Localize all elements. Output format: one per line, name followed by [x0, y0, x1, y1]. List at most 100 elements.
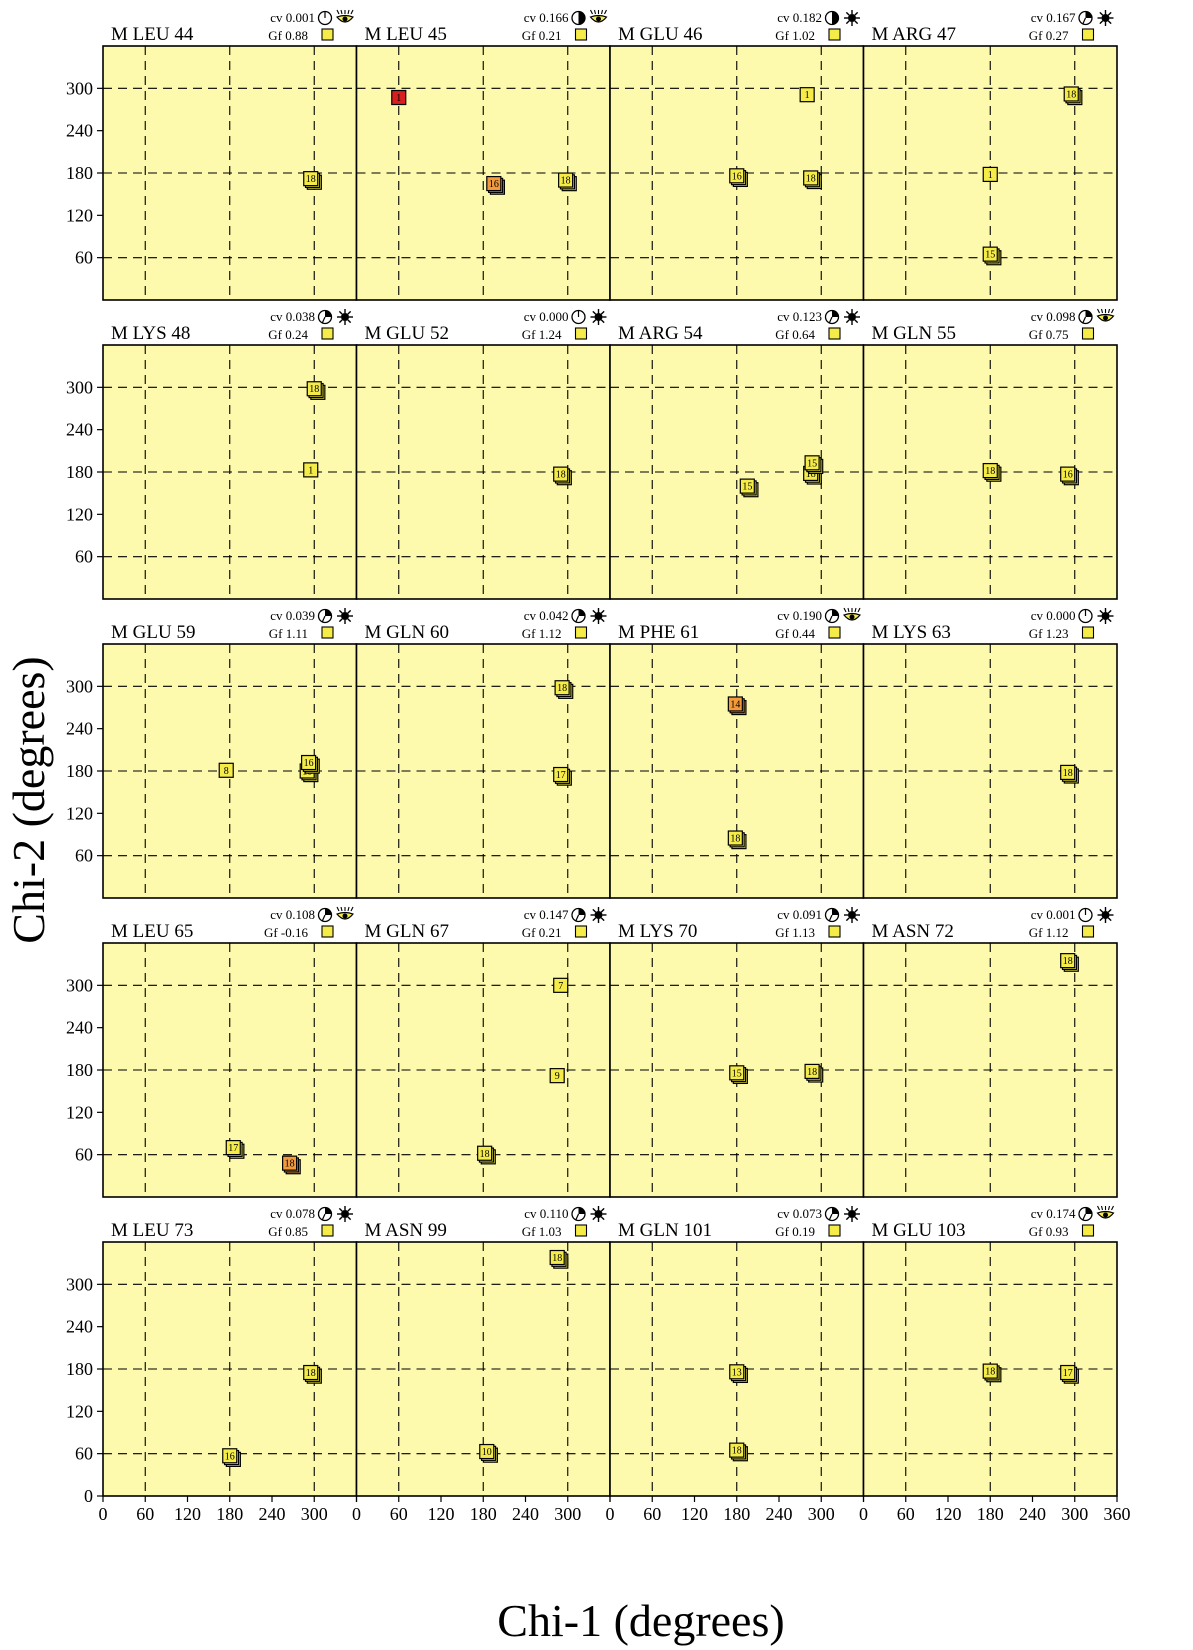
panel-title: M LYS 70: [618, 921, 697, 942]
eye-lash-icon: [593, 9, 597, 15]
panel: 18 M ASN 72 cv 0.001 Gf 1.12: [862, 907, 1118, 1198]
x-tick-label: 120: [428, 1504, 455, 1524]
x-tick-label: 60: [136, 1504, 154, 1524]
point-label: 18: [807, 1067, 817, 1078]
sun-ray-icon: [338, 310, 343, 315]
gf-swatch: [1081, 327, 1095, 340]
sun-icon: [341, 313, 349, 321]
clock-hand-icon: [1082, 316, 1087, 323]
data-point: 18: [549, 1249, 569, 1269]
panel-title: M GLN 60: [365, 622, 449, 643]
data-point: 18: [803, 170, 822, 190]
data-point: 18: [1060, 764, 1079, 784]
sun-ray-icon: [592, 310, 597, 315]
eye-pupil-icon: [1103, 315, 1108, 321]
gf-swatch: [1081, 626, 1095, 639]
y-tick-label: 120: [66, 205, 93, 225]
y-tick-label: 300: [66, 377, 93, 397]
clock-hand-icon: [575, 914, 580, 921]
point-marker: [804, 1063, 820, 1080]
panel-title: M LEU 65: [111, 921, 193, 942]
point-marker: [1060, 764, 1076, 781]
panel-gf-value: Gf 0.44: [775, 626, 815, 641]
point-label: 17: [228, 1143, 238, 1154]
point-label: 15: [732, 1068, 742, 1079]
y-tick-label: 60: [75, 846, 93, 866]
x-tick-label: 300: [554, 1504, 581, 1524]
sun-ray-icon: [1107, 11, 1112, 16]
data-point: 15: [982, 246, 1002, 266]
data-point: 1: [799, 87, 815, 103]
data-point: 16: [729, 168, 748, 188]
y-axis-label: Chi-2 (degrees): [3, 656, 54, 943]
y-tick-label: 240: [66, 420, 93, 440]
data-point: 18: [558, 172, 577, 192]
sun-ray-icon: [592, 609, 597, 614]
clock-fill-icon: [325, 908, 332, 915]
sun-ray-icon: [845, 11, 850, 16]
panel-gf-value: Gf 1.13: [775, 925, 815, 940]
sun-ray-icon: [600, 917, 605, 922]
data-point: 8: [218, 762, 234, 778]
sun-ray-icon: [600, 310, 605, 315]
panel-cv-value: cv 0.001: [270, 10, 315, 25]
sun-icon: [848, 911, 856, 919]
gf-swatch: [574, 28, 588, 41]
panel-gf-value: Gf 0.75: [1029, 327, 1069, 342]
point-label: 17: [556, 770, 566, 781]
eye-lash-icon: [340, 9, 343, 15]
sun-icon: [594, 612, 603, 620]
point-label: 15: [742, 482, 752, 493]
panel-cv-value: cv 0.042: [524, 608, 569, 623]
point-label: 18: [306, 174, 316, 185]
sun-ray-icon: [854, 917, 859, 922]
sun-icon: [594, 313, 603, 321]
sun-ray-icon: [845, 20, 850, 25]
panel-cv-value: cv 0.039: [270, 608, 315, 623]
point-label: 1: [805, 90, 810, 101]
panel-cv-value: cv 0.123: [777, 309, 822, 324]
point-marker: [282, 1155, 298, 1171]
panel-title: M LYS 48: [111, 323, 190, 344]
sun-icon: [848, 1210, 856, 1218]
y-tick-label: 240: [66, 1018, 93, 1038]
data-point: 18: [982, 462, 1002, 482]
data-point: 18: [982, 1363, 1002, 1383]
panel-title: M ARG 54: [618, 323, 703, 344]
panel-cv-value: cv 0.000: [1031, 608, 1076, 623]
y-tick-label: 180: [66, 761, 93, 781]
data-point: 18: [729, 1442, 748, 1462]
sun-ray-icon: [592, 908, 597, 913]
x-tick-label: 300: [301, 1504, 328, 1524]
panel-cv-value: cv 0.098: [1031, 309, 1076, 324]
point-marker: [553, 977, 569, 993]
sun-ray-icon: [347, 319, 352, 324]
panel: 18 1 M LYS 48 cv 0.038 Gf 0.24: [102, 309, 358, 600]
panel-title: M ARG 47: [872, 24, 956, 45]
sun-icon: [594, 911, 603, 919]
point-label: 18: [306, 1368, 316, 1379]
eye-pupil-icon: [849, 614, 855, 620]
y-tick-label: 180: [66, 1359, 93, 1379]
sun-ray-icon: [600, 609, 605, 614]
panel: 18 10 M ASN 99 cv 0.110 Gf 1.03: [355, 1206, 611, 1497]
point-marker: [477, 1145, 493, 1161]
clock-fill-icon: [325, 609, 332, 616]
data-point: 18: [554, 680, 574, 699]
data-point: 16: [222, 1448, 241, 1467]
sun-ray-icon: [854, 20, 859, 25]
panel-cv-value: cv 0.110: [524, 1206, 568, 1221]
sun-ray-icon: [1107, 917, 1112, 922]
sun-ray-icon: [347, 1207, 352, 1212]
sun-ray-icon: [1099, 908, 1104, 913]
point-marker: [549, 1068, 565, 1084]
x-tick-label: 180: [470, 1504, 497, 1524]
panel-gf-value: Gf 0.88: [268, 28, 308, 43]
data-point: 9: [549, 1068, 565, 1084]
sun-ray-icon: [1107, 908, 1112, 913]
point-label: 17: [1063, 1368, 1073, 1379]
eye-lash-icon: [1111, 308, 1114, 314]
eye-lash-icon: [336, 9, 340, 15]
x-tick-label: 300: [1061, 1504, 1088, 1524]
panel: 18 M GLU 52 cv 0.000 Gf 1.24: [355, 309, 611, 600]
